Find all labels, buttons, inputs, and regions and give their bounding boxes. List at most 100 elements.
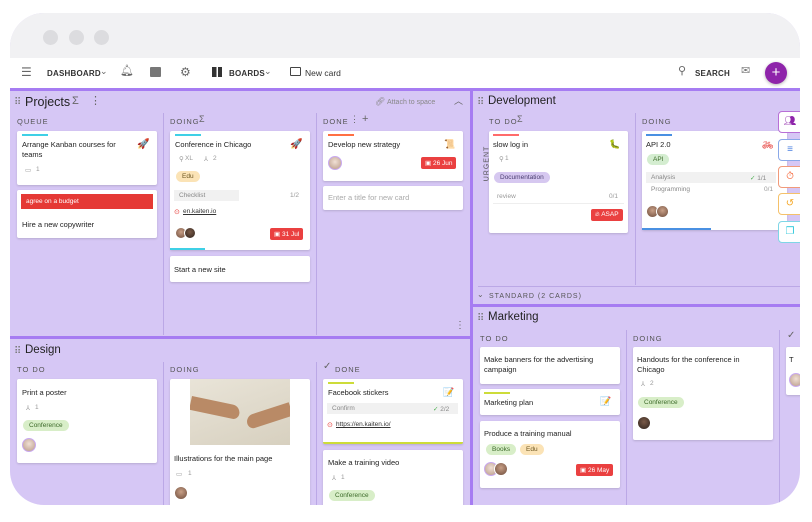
search-button[interactable]: SEARCH xyxy=(695,69,730,78)
swimlane-standard[interactable]: STANDARD (2 CARDS) xyxy=(489,293,582,300)
card[interactable]: Illustrations for the main page ▭ 1 xyxy=(170,379,310,505)
boards-icon[interactable] xyxy=(212,67,222,77)
tag: Edu xyxy=(176,171,200,182)
kebab-icon[interactable]: ⋮ xyxy=(90,95,101,107)
sigma-icon[interactable]: Σ xyxy=(199,114,205,124)
chevron-down-icon[interactable]: ⌄ xyxy=(477,290,484,299)
gallery-icon[interactable] xyxy=(150,67,161,77)
column-header: DONE xyxy=(335,365,361,374)
comment-count: 1 xyxy=(188,470,192,477)
column-divider xyxy=(316,362,317,505)
checklist-item[interactable]: Programming xyxy=(651,186,691,193)
window-dot[interactable] xyxy=(69,30,84,45)
card[interactable]: Produce a training manual Books Edu ▣ 26… xyxy=(480,421,620,488)
kebab-icon[interactable]: ⋮ xyxy=(455,320,465,331)
card[interactable]: Print a poster ⅄ 1 Conference xyxy=(17,379,157,463)
window-dot[interactable] xyxy=(43,30,58,45)
add-button[interactable]: + xyxy=(765,62,787,84)
drag-handle-icon[interactable]: ⠿ xyxy=(477,313,484,324)
avatar[interactable] xyxy=(184,227,196,239)
color-bar xyxy=(484,392,510,394)
board-title[interactable]: Development xyxy=(488,95,556,107)
card-title: Conference in Chicago xyxy=(175,140,252,149)
chevron-down-icon[interactable]: ⌄ xyxy=(100,66,108,76)
progress-bar xyxy=(170,248,205,250)
avatar[interactable] xyxy=(789,373,800,387)
new-card-button[interactable]: New card xyxy=(305,68,341,78)
drag-handle-icon[interactable]: ⠿ xyxy=(14,346,21,357)
dashboard-menu[interactable]: DASHBOARD xyxy=(47,69,101,78)
bug-icon: 🐛 xyxy=(609,139,621,149)
card[interactable]: T xyxy=(786,347,800,395)
board-title[interactable]: Marketing xyxy=(488,311,539,323)
card[interactable]: slow log in 🐛 ⚲ 1 Documentation review 0… xyxy=(489,131,628,233)
kebab-icon[interactable]: ⋮ xyxy=(350,114,359,124)
avatar[interactable] xyxy=(174,486,188,500)
window-dot[interactable] xyxy=(94,30,109,45)
new-card-icon[interactable] xyxy=(290,67,301,76)
card[interactable]: Handouts for the conference in Chicago ⅄… xyxy=(633,347,773,440)
color-bar xyxy=(328,134,354,136)
members-icon[interactable]: 👥︎ xyxy=(778,111,800,133)
card[interactable]: agree on a budget Hire a new copywriter xyxy=(17,190,157,238)
card-title: Arrange Kanban courses for teams xyxy=(22,140,116,159)
card[interactable]: Conference in Chicago 🚀 ⚲ XL ⅄ 2 Edu Che… xyxy=(170,131,310,250)
board-title[interactable]: Projects xyxy=(25,95,71,109)
copy-icon[interactable]: ❐ xyxy=(778,221,800,243)
check-icon: ✓ xyxy=(323,361,332,372)
due-date-badge: ▣ 31 Jul xyxy=(270,228,304,240)
checklist[interactable]: Confirm xyxy=(327,403,458,414)
chevron-down-icon[interactable]: ⌄ xyxy=(264,66,272,76)
card[interactable]: API 2.0 🚲︎ API Analysis ✓ 1/1 Programmin… xyxy=(642,131,787,230)
size-icon: ⚲ xyxy=(179,156,184,163)
card[interactable]: Facebook stickers 📝 Confirm ✓ 2/2 ⊙ http… xyxy=(323,379,463,444)
due-date: 26 May xyxy=(587,467,610,474)
filter-icon[interactable]: ≡ xyxy=(778,139,800,161)
board-title[interactable]: Design xyxy=(25,344,61,356)
card[interactable]: Arrange Kanban courses for teams 🚀 ▭ 1 xyxy=(17,131,157,185)
checklist[interactable]: review xyxy=(497,193,516,200)
column-header: DOING xyxy=(170,117,200,126)
card-title: Facebook stickers xyxy=(328,388,389,397)
mail-icon[interactable]: ✉ xyxy=(741,65,751,77)
new-card-input[interactable]: Enter a title for new card xyxy=(323,186,463,210)
avatar[interactable] xyxy=(637,416,651,430)
avatar[interactable] xyxy=(656,205,669,218)
chevron-up-icon[interactable]: ︿ xyxy=(454,96,464,106)
avatar[interactable] xyxy=(22,438,36,452)
hamburger-icon[interactable]: ☰ xyxy=(21,65,32,79)
bell-icon[interactable]: 🔔︎ xyxy=(120,65,134,77)
column-header: QUEUE xyxy=(17,117,49,126)
boards-menu[interactable]: BOARDS xyxy=(229,69,265,78)
history-icon[interactable]: ↺ xyxy=(778,193,800,215)
comment-count: 1 xyxy=(36,166,40,173)
drag-handle-icon[interactable]: ⠿ xyxy=(477,97,484,108)
column-header: DOING xyxy=(642,117,672,126)
card-link[interactable]: en.kaiten.io xyxy=(183,208,217,215)
checklist[interactable]: Checklist xyxy=(174,190,239,201)
link-icon[interactable]: 🔗︎ xyxy=(375,97,386,106)
link-icon: ⊙ xyxy=(327,422,333,429)
sigma-icon[interactable]: Σ xyxy=(517,114,523,124)
search-icon[interactable]: ⚲ xyxy=(678,65,687,77)
avatar[interactable] xyxy=(494,462,508,476)
avatar[interactable] xyxy=(328,156,342,170)
card[interactable]: Marketing plan 📝 xyxy=(480,389,620,415)
card-title: Start a new site xyxy=(174,265,226,274)
checklist-item[interactable]: Analysis xyxy=(646,172,776,183)
gear-icon[interactable]: ⚙ xyxy=(180,65,191,79)
check-icon: ✓ xyxy=(433,406,439,413)
card[interactable]: Develop new strategy 📜 ▣ 26 Jun xyxy=(323,131,463,181)
card[interactable]: Make banners for the advertising campaig… xyxy=(480,347,620,384)
card[interactable]: Start a new site xyxy=(170,256,310,282)
card-link[interactable]: https://en.kaiten.io/ xyxy=(336,421,391,428)
timer-icon[interactable]: ⏱︎ xyxy=(778,166,800,188)
sigma-icon[interactable]: Σ xyxy=(72,95,79,107)
rocket-icon: 🚀 xyxy=(290,139,303,150)
drag-handle-icon[interactable]: ⠿ xyxy=(14,97,21,108)
card-title: API 2.0 xyxy=(646,140,671,149)
add-icon[interactable]: + xyxy=(362,113,369,125)
attach-to-space[interactable]: Attach to space xyxy=(387,99,436,106)
card[interactable]: Make a training video ⅄ 1 Conference xyxy=(323,450,463,505)
